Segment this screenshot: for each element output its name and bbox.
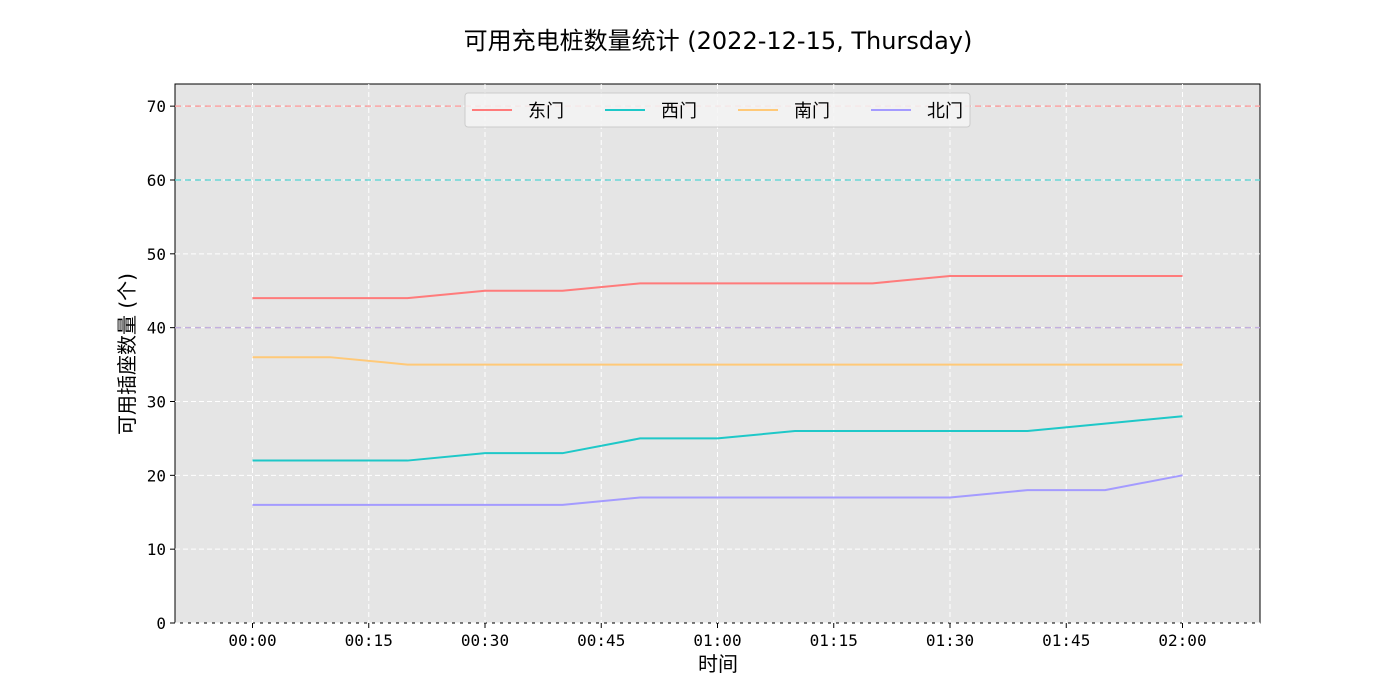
x-axis-label: 时间 (698, 652, 738, 676)
y-axis-label: 可用插座数量 (个) (115, 273, 139, 435)
y-tick-label: 70 (147, 97, 166, 116)
series-line (252, 415, 1183, 462)
legend-label: 北门 (927, 101, 963, 122)
series-line (252, 474, 1183, 506)
x-axis-ticks: 00:00 00:15 00:30 00:45 01:00 01:15 01:30 01:45… (228, 623, 1207, 650)
x-tick-label: 01:45 (1042, 631, 1090, 650)
y-tick-label: 50 (147, 245, 166, 264)
x-tick-label: 00:00 (228, 631, 276, 650)
y-axis-ticks: 0 10 20 30 40 50 60 70 (147, 97, 175, 633)
x-tick-label: 00:15 (345, 631, 393, 650)
chart-title: 可用充电桩数量统计 (2022-12-15, Thursday) (464, 27, 973, 55)
x-tick-label: 02:00 (1158, 631, 1206, 650)
x-tick-label: 00:30 (461, 631, 509, 650)
legend-label: 西门 (661, 101, 697, 122)
y-tick-label: 60 (147, 171, 166, 190)
series-lines (252, 274, 1183, 506)
legend: 东门 西门 南门 北门 (464, 92, 971, 128)
y-tick-label: 30 (147, 392, 166, 411)
x-tick-label: 01:00 (693, 631, 741, 650)
series-line (252, 356, 1183, 366)
y-tick-label: 0 (156, 614, 166, 633)
legend-label: 东门 (528, 101, 564, 122)
y-tick-label: 20 (147, 466, 166, 485)
legend-label: 南门 (794, 101, 830, 122)
x-tick-label: 01:15 (810, 631, 858, 650)
y-tick-label: 40 (147, 319, 166, 338)
legend-box (464, 92, 971, 128)
x-tick-label: 00:45 (577, 631, 625, 650)
x-tick-label: 01:30 (926, 631, 974, 650)
series-line (252, 274, 1183, 300)
y-tick-label: 10 (147, 540, 166, 559)
